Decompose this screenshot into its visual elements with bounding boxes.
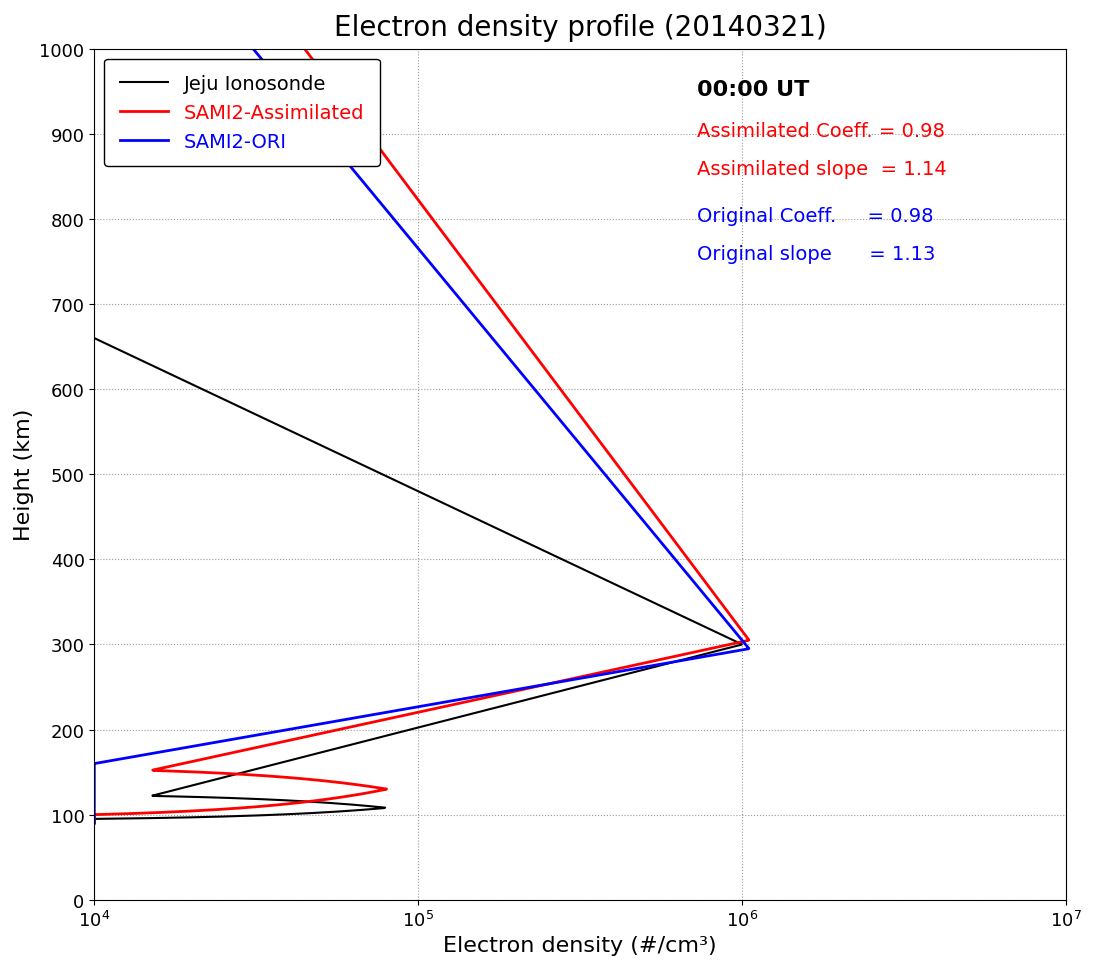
- SAMI2-ORI: [247, 44, 260, 55]
- SAMI2-ORI: [575, 441, 589, 453]
- Text: Assimilated slope  = 1.14: Assimilated slope = 1.14: [697, 160, 947, 179]
- Title: Electron density profile (20140321): Electron density profile (20140321): [334, 14, 826, 42]
- Line: SAMI2-Assimilated: SAMI2-Assimilated: [94, 49, 749, 824]
- Line: SAMI2-ORI: SAMI2-ORI: [94, 49, 749, 824]
- X-axis label: Electron density (#/cm³): Electron density (#/cm³): [444, 935, 717, 955]
- SAMI2-ORI: [88, 778, 101, 790]
- SAMI2-Assimilated: [88, 818, 101, 829]
- SAMI2-ORI: [383, 208, 396, 220]
- SAMI2-ORI: [593, 462, 606, 474]
- Text: Assimilated Coeff. = 0.98: Assimilated Coeff. = 0.98: [697, 122, 945, 141]
- SAMI2-Assimilated: [298, 44, 311, 55]
- Jeju Ionosonde: [317, 441, 330, 453]
- SAMI2-Assimilated: [342, 778, 355, 790]
- SAMI2-ORI: [265, 66, 278, 78]
- SAMI2-Assimilated: [316, 67, 329, 78]
- SAMI2-Assimilated: [315, 66, 328, 78]
- Text: 00:00 UT: 00:00 UT: [697, 79, 809, 100]
- Legend: Jeju Ionosonde, SAMI2-Assimilated, SAMI2-ORI: Jeju Ionosonde, SAMI2-Assimilated, SAMI2…: [104, 59, 380, 167]
- Y-axis label: Height (km): Height (km): [14, 409, 34, 541]
- SAMI2-Assimilated: [422, 208, 435, 220]
- Text: Original Coeff.     = 0.98: Original Coeff. = 0.98: [697, 207, 934, 226]
- Jeju Ionosonde: [361, 462, 374, 474]
- Text: Original slope      = 1.13: Original slope = 1.13: [697, 245, 935, 265]
- SAMI2-Assimilated: [613, 462, 626, 474]
- Jeju Ionosonde: [88, 818, 101, 829]
- Line: Jeju Ionosonde: Jeju Ionosonde: [0, 49, 742, 824]
- SAMI2-Assimilated: [597, 441, 610, 453]
- SAMI2-ORI: [88, 818, 101, 829]
- Jeju Ionosonde: [193, 778, 206, 790]
- SAMI2-ORI: [265, 67, 278, 78]
